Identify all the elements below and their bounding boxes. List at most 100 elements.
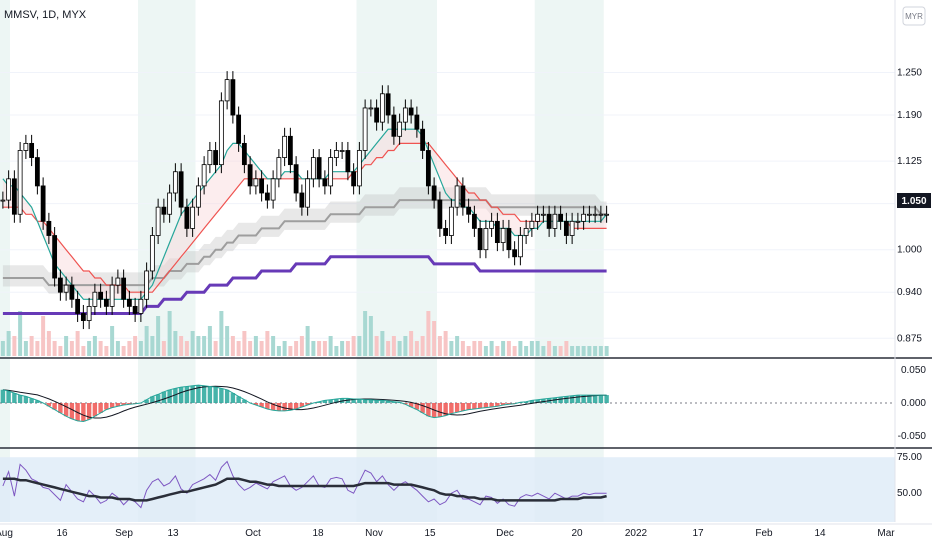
macd-bar (477, 403, 483, 409)
candle-body (466, 206, 472, 215)
volume-bar (374, 336, 379, 356)
volume-bar (184, 341, 189, 356)
macd-bar (121, 403, 126, 405)
volume-bar (581, 346, 586, 356)
volume-bar (219, 311, 224, 356)
macd-tick-label: 0.050 (901, 365, 926, 376)
ema-long-line (2, 255, 607, 315)
macd-bar (403, 403, 408, 405)
volume-bar (196, 336, 201, 356)
macd-bar (75, 403, 80, 421)
candle-body (282, 135, 288, 158)
candle-body (293, 164, 299, 194)
volume-bar (426, 311, 431, 356)
candle-body (310, 157, 316, 180)
candle-body (103, 298, 109, 307)
volume-bar (380, 331, 385, 356)
volume-bar (558, 346, 563, 356)
candle-body (345, 150, 351, 173)
macd-bar (437, 403, 443, 417)
macd-bar (391, 401, 397, 403)
candle-body (460, 185, 466, 208)
macd-bar (334, 399, 339, 403)
price-tick-label: 1.000 (897, 245, 922, 256)
volume-bar (52, 341, 57, 356)
volume-bar (414, 341, 419, 356)
candle-body (178, 171, 184, 208)
macd-bar (115, 403, 121, 407)
macd-bar (190, 385, 195, 403)
candle-body (11, 178, 17, 215)
time-tick-label: Mar (877, 528, 895, 539)
macd-bar (81, 403, 86, 422)
volume-bar (386, 341, 391, 356)
macd-bar (466, 403, 471, 410)
pane-dividers (0, 0, 932, 525)
time-tick-label: 15 (424, 528, 436, 539)
candle-body (29, 142, 35, 158)
volume-bar (518, 341, 523, 356)
volume-bar (391, 336, 396, 356)
price-tick-label: 1.125 (897, 156, 922, 167)
currency-button[interactable]: MYR (902, 6, 926, 26)
candle-body (339, 150, 345, 152)
macd-bar (276, 403, 282, 411)
candle-body (98, 291, 104, 300)
candle-body (471, 213, 477, 229)
volume-bar (570, 346, 575, 356)
volume-bar (322, 341, 327, 356)
candle-body (368, 107, 374, 110)
volume-bar (92, 336, 97, 356)
volume-bar (12, 336, 17, 356)
macd-bar (69, 403, 75, 419)
macd-bar (98, 403, 103, 413)
macd-bar (558, 397, 563, 403)
volume-bar (294, 341, 299, 356)
volume-bar (593, 346, 598, 356)
volume-bar (253, 336, 258, 356)
candle-body (40, 185, 46, 222)
candle-body (483, 228, 489, 251)
volume-bar (282, 341, 287, 356)
macd-bar (236, 396, 241, 403)
macd-bar (495, 403, 500, 407)
candle-body (569, 220, 575, 236)
volume-bar (443, 331, 448, 356)
candle-body (195, 185, 201, 208)
time-tick-label: 17 (692, 528, 704, 539)
time-tick-label: 14 (814, 528, 826, 539)
macd-bar (460, 403, 466, 411)
time-tick-label: 2022 (625, 528, 648, 539)
time-tick-label: 20 (571, 528, 583, 539)
session-band-start (0, 0, 10, 522)
rsi-tick-label: 75.00 (897, 452, 922, 463)
volume-bar (110, 326, 115, 356)
macd-bar (150, 396, 155, 403)
macd-bar (127, 403, 132, 405)
candle-body (540, 213, 546, 216)
candle-body (132, 305, 138, 314)
macd-bar (213, 387, 218, 403)
macd-bar (408, 403, 414, 407)
volume-bar (483, 346, 488, 356)
volume-bar (340, 341, 345, 356)
candle-body (109, 284, 115, 307)
time-tick-label: Dec (496, 528, 514, 539)
candle-body (80, 313, 86, 321)
volume-bar (328, 336, 333, 356)
candle-body (0, 199, 6, 202)
volume-bar (437, 336, 442, 356)
volume-bar (230, 336, 235, 356)
volume-bar (133, 336, 138, 356)
candle-body (236, 114, 242, 144)
volume-bar (403, 336, 408, 356)
macd-bar (207, 386, 213, 403)
candle-body (552, 213, 558, 229)
candle-body (316, 157, 322, 180)
volume-bar (202, 336, 207, 356)
candle-body (213, 150, 219, 166)
candle-body (201, 164, 207, 187)
candle-body (259, 178, 265, 194)
candle-body (402, 107, 408, 123)
